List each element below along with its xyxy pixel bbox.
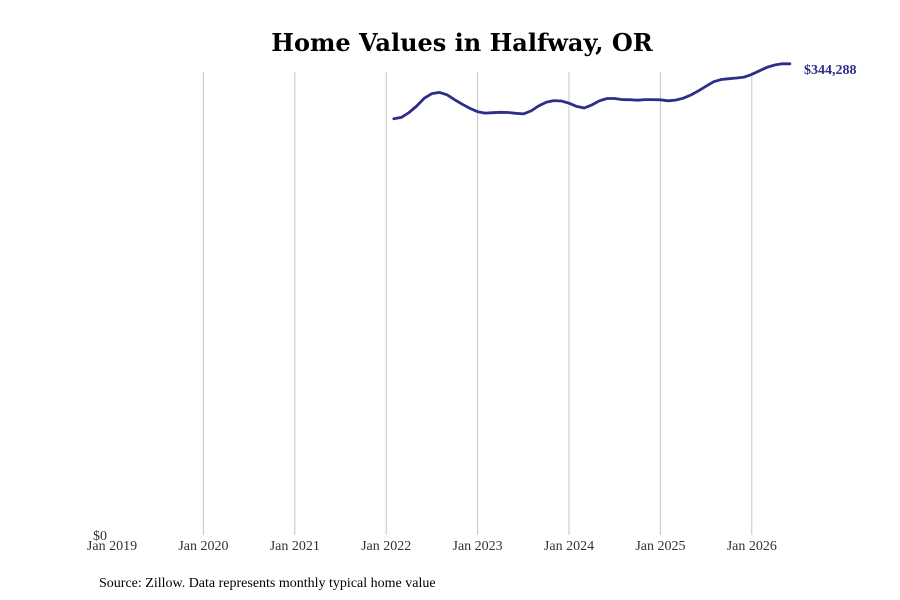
end-value-label: $344,288 — [804, 63, 857, 78]
x-tick-label: Jan 2024 — [544, 539, 594, 554]
x-grid-lines — [202, 72, 753, 535]
x-tick-label: Jan 2026 — [727, 539, 777, 554]
y-tick-label: $0 — [93, 529, 107, 544]
x-tick-label: Jan 2020 — [178, 539, 228, 554]
x-tick-label: Jan 2021 — [270, 539, 320, 554]
series-line — [392, 62, 792, 121]
source-note: Source: Zillow. Data represents monthly … — [99, 576, 436, 591]
x-tick-label: Jan 2022 — [361, 539, 411, 554]
x-tick-label: Jan 2023 — [453, 539, 503, 554]
x-tick-label: Jan 2025 — [635, 539, 685, 554]
x-axis-ticks: Jan 2019 Jan 2020 Jan 2021 Jan 2022 Jan 2023… — [87, 539, 777, 554]
chart-title: Home Values in Halfway, OR — [271, 28, 653, 57]
x-tick-label: Jan 2019 — [87, 539, 137, 554]
